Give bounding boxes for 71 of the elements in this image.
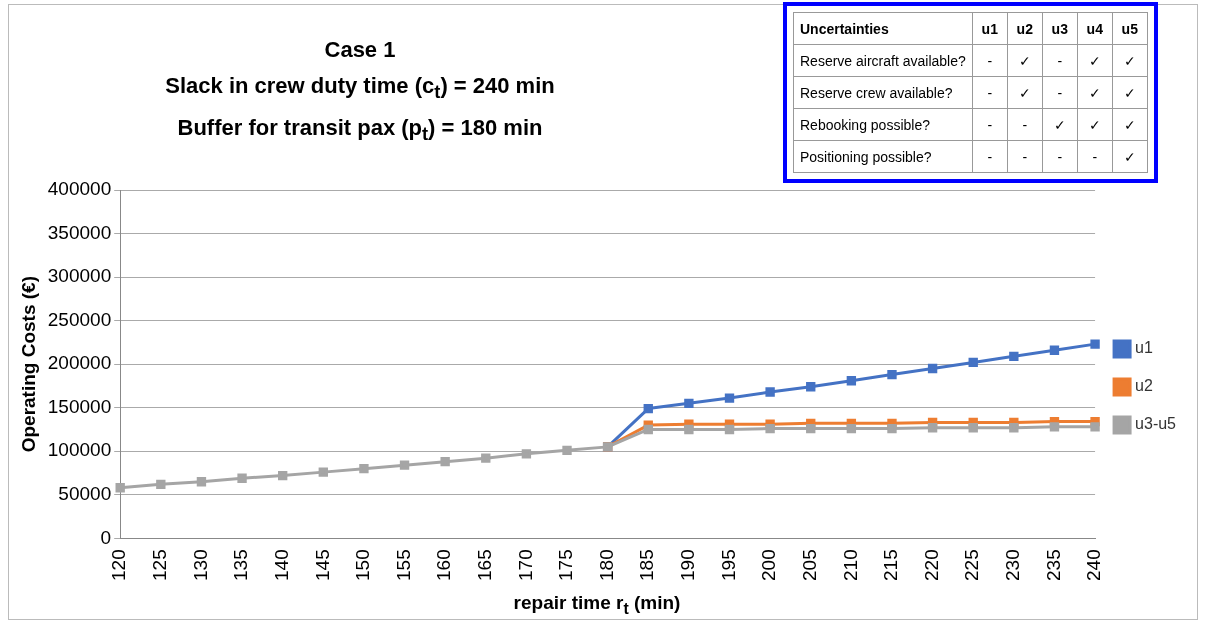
chart-subtitle: Slack in crew duty time (c$_{t}$) = 240 min Buffer for transit pax (p$_{t}$) = 180 min: [164, 72, 556, 147]
text: -: [1022, 116, 1028, 133]
x-tick-label: 210: [839, 549, 861, 581]
x-tick-label: 215: [880, 549, 902, 581]
text: ✓: [1088, 116, 1101, 133]
chart-title: Case 1: [323, 36, 397, 64]
category-label: u5: [1112, 12, 1148, 45]
y-tick-label: 0: [100, 526, 112, 548]
y-axis-title: Operating Costs (€): [17, 275, 39, 453]
text: ✓: [1088, 84, 1101, 101]
y-tick-label: 350000: [47, 221, 112, 243]
category-label: u3: [1042, 12, 1078, 45]
x-tick-label: 200: [758, 549, 780, 581]
x-tick-label: 145: [311, 549, 333, 581]
text: ✓: [1123, 52, 1136, 69]
x-tick-label: 180: [595, 549, 617, 581]
text: ✓: [1123, 116, 1136, 133]
x-tick-label: 220: [920, 549, 942, 581]
x-tick-label: 240: [1083, 549, 1105, 581]
x-tick-label: 130: [189, 549, 211, 581]
x-tick-label: 175: [555, 549, 577, 581]
category-label: u1: [972, 12, 1008, 45]
x-tick-label: 160: [433, 549, 455, 581]
category-label: Rebooking possible?: [800, 116, 930, 133]
x-tick-label: 190: [677, 549, 699, 581]
x-tick-label: 170: [514, 549, 536, 581]
text: -: [987, 148, 993, 165]
category-label: u2: [1007, 12, 1043, 45]
text: -: [1092, 148, 1098, 165]
category-label: Positioning possible?: [800, 148, 932, 165]
legend-label: u3-u5: [1135, 415, 1177, 433]
text: -: [1057, 84, 1063, 101]
x-tick-label: 225: [961, 549, 983, 581]
x-tick-label: 195: [717, 549, 739, 581]
y-tick-label: 250000: [47, 308, 112, 330]
text: -: [987, 52, 993, 69]
y-tick-label: 300000: [47, 265, 112, 287]
x-tick-label: 230: [1002, 549, 1024, 581]
x-tick-label: 205: [798, 549, 820, 581]
y-tick-label: 200000: [47, 352, 112, 374]
x-tick-label: 120: [108, 549, 130, 581]
y-tick-label: 400000: [47, 178, 112, 200]
text: ✓: [1053, 116, 1066, 133]
x-tick-label: 140: [270, 549, 292, 581]
legend-label: u1: [1135, 339, 1153, 357]
x-tick-label: 185: [636, 549, 658, 581]
x-tick-label: 125: [149, 549, 171, 581]
category-label: u4: [1077, 12, 1113, 45]
text: Uncertainties: [793, 12, 973, 45]
text: ✓: [1123, 84, 1136, 101]
legend-label: u2: [1135, 377, 1153, 395]
x-tick-label: 135: [230, 549, 252, 581]
category-label: Reserve crew available?: [800, 84, 953, 101]
text: -: [1022, 148, 1028, 165]
x-tick-label: 155: [392, 549, 414, 581]
text: -: [1057, 148, 1063, 165]
x-tick-label: 235: [1042, 549, 1064, 581]
y-tick-label: 150000: [47, 395, 112, 417]
category-label: Reserve aircraft available?: [800, 52, 966, 69]
text: ✓: [1018, 52, 1031, 69]
text: -: [1057, 52, 1063, 69]
x-axis-title: repair time r$_{t}$ (min): [512, 592, 682, 618]
x-tick-label: 150: [352, 549, 374, 581]
text: ✓: [1088, 52, 1101, 69]
text: -: [987, 116, 993, 133]
text: ✓: [1123, 148, 1136, 165]
x-tick-label: 165: [474, 549, 496, 581]
y-tick-label: 100000: [47, 439, 112, 461]
y-tick-label: 50000: [58, 483, 112, 504]
text: -: [987, 84, 993, 101]
text: ✓: [1018, 84, 1031, 101]
